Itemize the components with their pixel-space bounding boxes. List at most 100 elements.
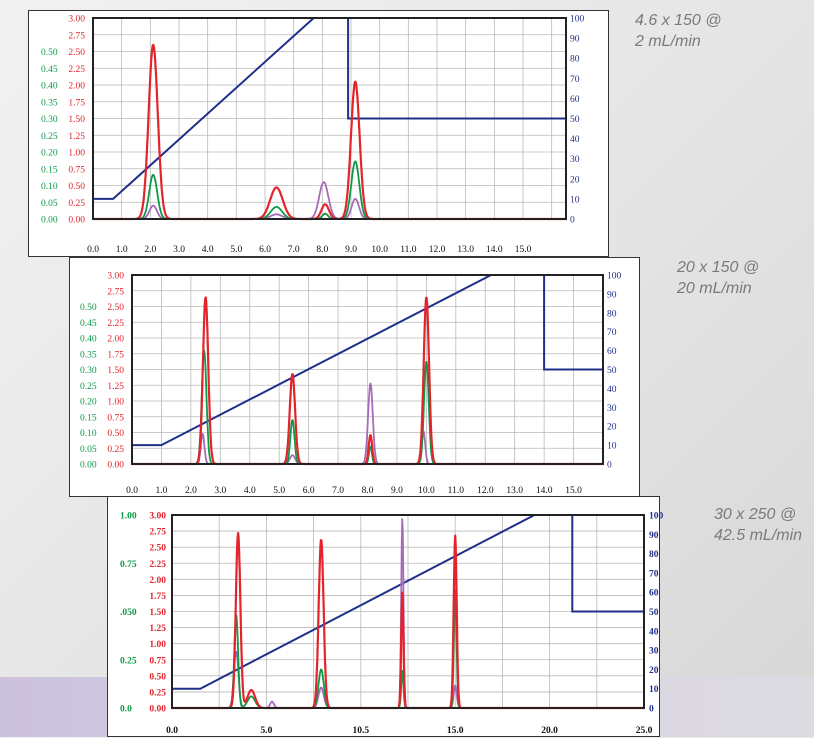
y-right-tick: 20 bbox=[570, 175, 580, 185]
y-right-tick: 0 bbox=[570, 216, 575, 226]
y-left-outer-tick: 0.00 bbox=[80, 461, 97, 471]
x-tick: 7.0 bbox=[288, 245, 300, 255]
x-tick: 3.0 bbox=[173, 245, 185, 255]
x-tick: 10.0 bbox=[418, 486, 435, 496]
y-right-tick: 0 bbox=[607, 461, 612, 471]
x-tick: 2.0 bbox=[185, 486, 197, 496]
y-left-inner-tick: 1.25 bbox=[68, 132, 85, 142]
y-left-inner-tick: 0.75 bbox=[107, 413, 124, 423]
y-left-inner-tick: 0.25 bbox=[149, 688, 166, 698]
chromatogram-chart-2: 0.000.250.500.751.001.251.501.752.002.25… bbox=[80, 272, 622, 497]
y-right-tick: 40 bbox=[607, 385, 617, 395]
y-left-inner-tick: 2.50 bbox=[107, 303, 124, 313]
y-left-inner-tick: 3.00 bbox=[107, 272, 124, 282]
x-tick: 0.0 bbox=[166, 726, 178, 736]
x-tick: 6.0 bbox=[259, 245, 271, 255]
x-tick: 13.0 bbox=[506, 486, 523, 496]
y-right-tick: 50 bbox=[607, 366, 617, 376]
x-tick: 1.0 bbox=[156, 486, 168, 496]
caption-3: 30 x 250 @ 42.5 mL/min bbox=[714, 504, 802, 546]
y-right-tick: 60 bbox=[649, 589, 659, 599]
y-left-inner-tick: 0.25 bbox=[107, 445, 124, 455]
y-right-tick: 20 bbox=[649, 666, 659, 676]
y-left-inner-tick: 0.50 bbox=[68, 182, 85, 192]
y-left-inner-tick: 1.25 bbox=[149, 624, 166, 634]
y-right-tick: 90 bbox=[649, 531, 659, 541]
y-left-inner-tick: 2.00 bbox=[149, 576, 166, 586]
plot-frame bbox=[92, 17, 567, 220]
y-left-outer-tick: .050 bbox=[120, 608, 137, 618]
y-left-inner-tick: 1.25 bbox=[107, 382, 124, 392]
y-left-outer-tick: 0.25 bbox=[80, 382, 97, 392]
x-tick: 4.0 bbox=[244, 486, 256, 496]
y-left-inner-tick: 3.00 bbox=[68, 15, 85, 25]
x-tick: 4.0 bbox=[202, 245, 214, 255]
y-right-tick: 10 bbox=[607, 442, 617, 452]
x-tick: 25.0 bbox=[636, 726, 653, 736]
y-left-inner-tick: 1.00 bbox=[68, 149, 85, 159]
x-tick: 10.5 bbox=[352, 726, 369, 736]
y-left-inner-tick: 1.75 bbox=[107, 350, 124, 360]
y-left-outer-tick: 0.10 bbox=[41, 182, 58, 192]
y-right-tick: 30 bbox=[649, 647, 659, 657]
chromatogram-panel-3: 0.00 0.25 0.50 0.75 1.00 1.25 1.50 1.75 2.00 2.25… bbox=[107, 496, 664, 737]
y-left-inner-tick: 1.00 bbox=[107, 398, 124, 408]
y-left-inner-tick: 0.00 bbox=[107, 461, 124, 471]
y-left-inner-tick: 2.50 bbox=[149, 544, 166, 554]
y-left-inner-tick: 1.50 bbox=[149, 608, 166, 618]
x-tick: 9.0 bbox=[391, 486, 403, 496]
y-right-tick: 100 bbox=[649, 512, 664, 522]
x-tick: 9.0 bbox=[345, 245, 357, 255]
y-left-inner-tick: 1.50 bbox=[107, 366, 124, 376]
y-right-tick: 40 bbox=[649, 627, 659, 637]
y-left-inner-tick: 1.00 bbox=[149, 640, 166, 650]
x-tick: 10.0 bbox=[371, 245, 388, 255]
y-left-outer-tick: 0.45 bbox=[80, 319, 97, 329]
y-right-tick: 60 bbox=[570, 95, 580, 105]
y-left-outer-tick: 0.35 bbox=[41, 98, 58, 108]
x-tick: 7.0 bbox=[332, 486, 344, 496]
y-right-tick: 70 bbox=[649, 569, 659, 579]
x-tick: 11.0 bbox=[400, 245, 417, 255]
caption-2: 20 x 150 @ 20 mL/min bbox=[677, 257, 759, 299]
y-right-tick: 40 bbox=[570, 135, 580, 145]
y-right-tick: 70 bbox=[607, 328, 617, 338]
caption-3-line-1: 30 x 250 @ bbox=[714, 506, 797, 523]
y-left-outer-tick: 0.40 bbox=[80, 335, 97, 345]
y-left-inner-tick: 0.50 bbox=[149, 672, 166, 682]
y-left-outer-tick: 0.40 bbox=[41, 82, 58, 92]
y-right-tick: 100 bbox=[607, 272, 622, 282]
y-right-tick: 60 bbox=[607, 347, 617, 357]
y-left-inner-tick: 2.75 bbox=[107, 287, 124, 297]
y-left-inner-tick: 2.25 bbox=[68, 65, 85, 75]
y-right-tick: 80 bbox=[570, 55, 580, 65]
y-right-tick: 30 bbox=[570, 155, 580, 165]
y-right-tick: 10 bbox=[649, 685, 659, 695]
y-left-outer-tick: 0.50 bbox=[41, 48, 58, 58]
caption-3-line-2: 42.5 mL/min bbox=[714, 527, 803, 544]
x-tick: 13.0 bbox=[457, 245, 474, 255]
x-tick: 15.0 bbox=[447, 726, 464, 736]
y-left-outer-tick: 0.15 bbox=[80, 413, 97, 423]
y-left-inner-tick: 2.00 bbox=[68, 82, 85, 92]
x-tick: 8.0 bbox=[316, 245, 328, 255]
y-left-outer-tick: 0.20 bbox=[41, 149, 58, 159]
y-right-tick: 90 bbox=[570, 35, 580, 45]
x-tick: 3.0 bbox=[214, 486, 226, 496]
y-left-inner-tick: 0.75 bbox=[68, 165, 85, 175]
x-tick: 0.0 bbox=[126, 486, 138, 496]
x-tick: 12.0 bbox=[429, 245, 446, 255]
y-left-inner-tick: 0.75 bbox=[149, 656, 166, 666]
y-left-outer-tick: 0.45 bbox=[41, 65, 58, 75]
y-left-inner-tick: 1.75 bbox=[68, 98, 85, 108]
caption-1-line-1: 4.6 x 150 @ bbox=[635, 12, 722, 29]
y-left-inner-tick: 1.50 bbox=[68, 115, 85, 125]
y-left-outer-tick: 0.75 bbox=[120, 560, 137, 570]
y-left-outer-tick: 0.10 bbox=[80, 429, 97, 439]
x-tick: 8.0 bbox=[362, 486, 374, 496]
chromatogram-panel-2: 0.00 0.25 0.50 0.75 1.00 1.25 1.50 1.75 2.00 2.25… bbox=[69, 257, 640, 497]
plot-frame bbox=[171, 514, 645, 709]
y-left-inner-tick: 0.50 bbox=[107, 429, 124, 439]
y-left-inner-tick: 2.50 bbox=[68, 48, 85, 58]
y-left-outer-tick: 0.25 bbox=[120, 656, 137, 666]
